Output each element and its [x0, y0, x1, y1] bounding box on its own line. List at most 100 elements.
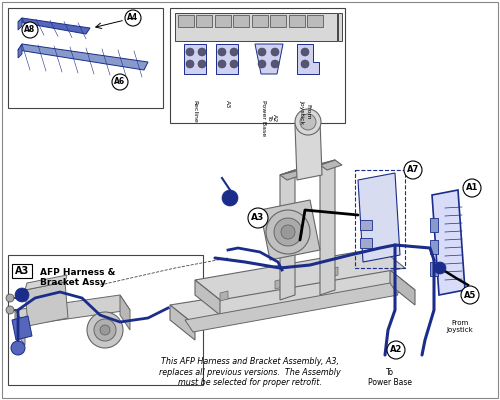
Polygon shape [170, 305, 195, 340]
Polygon shape [18, 44, 22, 58]
Text: From
Joystick: From Joystick [446, 320, 473, 333]
Circle shape [186, 48, 194, 56]
Circle shape [271, 60, 279, 68]
FancyBboxPatch shape [216, 44, 238, 74]
FancyBboxPatch shape [8, 8, 163, 108]
Circle shape [387, 341, 405, 359]
Circle shape [266, 210, 310, 254]
Circle shape [198, 48, 206, 56]
FancyBboxPatch shape [175, 13, 337, 41]
Circle shape [218, 60, 226, 68]
Text: A3: A3 [224, 100, 230, 108]
Polygon shape [25, 282, 68, 326]
Circle shape [230, 60, 238, 68]
Polygon shape [195, 248, 405, 300]
FancyBboxPatch shape [184, 44, 206, 74]
Polygon shape [220, 291, 228, 301]
Text: A4: A4 [128, 14, 138, 22]
Circle shape [434, 262, 446, 274]
Text: A8: A8 [24, 26, 36, 34]
FancyBboxPatch shape [178, 15, 194, 27]
Circle shape [301, 60, 309, 68]
Polygon shape [280, 170, 302, 180]
Polygon shape [260, 200, 320, 260]
Text: From
Joystick: From Joystick [300, 100, 310, 124]
Circle shape [87, 312, 123, 348]
Polygon shape [280, 170, 295, 300]
Polygon shape [15, 310, 25, 345]
FancyBboxPatch shape [430, 240, 438, 254]
Text: A7: A7 [407, 166, 419, 174]
Polygon shape [195, 280, 220, 315]
Circle shape [463, 179, 481, 197]
Circle shape [301, 48, 309, 56]
Text: A3: A3 [252, 214, 264, 222]
Text: A1: A1 [466, 184, 478, 192]
FancyBboxPatch shape [360, 220, 372, 230]
FancyBboxPatch shape [170, 8, 345, 123]
FancyBboxPatch shape [8, 255, 203, 385]
Circle shape [461, 286, 479, 304]
Polygon shape [390, 270, 415, 305]
Polygon shape [275, 279, 283, 289]
FancyBboxPatch shape [270, 15, 286, 27]
FancyBboxPatch shape [233, 15, 249, 27]
Circle shape [218, 48, 226, 56]
Polygon shape [18, 18, 90, 34]
Polygon shape [18, 44, 148, 70]
Circle shape [274, 218, 302, 246]
Circle shape [271, 48, 279, 56]
FancyBboxPatch shape [215, 15, 231, 27]
Polygon shape [320, 160, 335, 295]
Circle shape [258, 48, 266, 56]
Polygon shape [25, 275, 67, 290]
Polygon shape [358, 173, 400, 262]
FancyBboxPatch shape [430, 218, 438, 232]
Polygon shape [120, 295, 130, 330]
Circle shape [112, 74, 128, 90]
Text: AFP Harness &
Bracket Assy: AFP Harness & Bracket Assy [40, 268, 116, 287]
Circle shape [300, 114, 316, 130]
Polygon shape [170, 270, 415, 325]
Text: This AFP Harness and Bracket Assembly, A3,
replaces all previous versions.  The : This AFP Harness and Bracket Assembly, A… [159, 357, 341, 387]
Circle shape [125, 10, 141, 26]
Circle shape [404, 161, 422, 179]
Circle shape [6, 294, 14, 302]
FancyBboxPatch shape [196, 15, 212, 27]
Text: To
Power Base: To Power Base [368, 368, 412, 387]
Text: A5: A5 [464, 290, 476, 300]
Circle shape [295, 109, 321, 135]
Circle shape [248, 208, 268, 228]
Circle shape [230, 48, 238, 56]
Text: A2
To
Power Base: A2 To Power Base [260, 100, 278, 136]
FancyBboxPatch shape [307, 15, 323, 27]
Polygon shape [18, 18, 22, 30]
Circle shape [6, 306, 14, 314]
Polygon shape [15, 295, 130, 325]
Text: Recline: Recline [192, 100, 198, 123]
Polygon shape [297, 44, 319, 74]
Circle shape [15, 288, 29, 302]
Polygon shape [330, 267, 338, 277]
Polygon shape [280, 160, 335, 175]
Text: A2: A2 [390, 346, 402, 354]
Circle shape [94, 319, 116, 341]
Text: A6: A6 [114, 78, 126, 86]
Circle shape [11, 341, 25, 355]
FancyBboxPatch shape [360, 238, 372, 248]
FancyBboxPatch shape [289, 15, 305, 27]
Polygon shape [320, 160, 342, 170]
Text: A3: A3 [15, 266, 29, 276]
Circle shape [186, 60, 194, 68]
Polygon shape [295, 120, 322, 180]
FancyBboxPatch shape [338, 13, 342, 41]
FancyBboxPatch shape [252, 15, 268, 27]
Circle shape [198, 60, 206, 68]
Polygon shape [432, 190, 465, 295]
Circle shape [222, 190, 238, 206]
Polygon shape [255, 44, 283, 74]
Circle shape [258, 60, 266, 68]
Polygon shape [12, 316, 32, 340]
FancyBboxPatch shape [430, 262, 438, 276]
Polygon shape [185, 283, 398, 332]
